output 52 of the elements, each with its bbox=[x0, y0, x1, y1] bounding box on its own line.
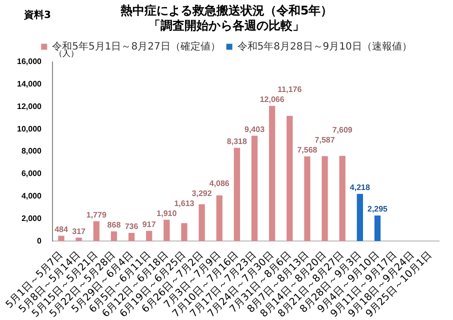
legend-label: 令和5年5月1日～8月27日（確定値） bbox=[52, 40, 220, 52]
y-tick-label: 10,000 bbox=[17, 124, 42, 134]
text: 資料3 bbox=[24, 8, 51, 22]
y-tick-label: 12,000 bbox=[17, 102, 42, 111]
y-tick-label: 16,000 bbox=[17, 57, 42, 66]
bar bbox=[374, 215, 381, 242]
y-tick-label: 4,000 bbox=[21, 192, 42, 201]
bar bbox=[251, 136, 258, 242]
y-tick-label: 8,000 bbox=[21, 146, 42, 156]
data-label: 484 bbox=[54, 224, 68, 234]
bar bbox=[58, 236, 64, 242]
data-label: 868 bbox=[107, 220, 122, 230]
y-tick-label: 14,000 bbox=[17, 79, 42, 88]
bar bbox=[76, 238, 82, 242]
bar bbox=[304, 156, 310, 242]
data-label: 917 bbox=[142, 220, 156, 230]
bar bbox=[198, 204, 205, 242]
chart-title: 熱中症による救急搬送状況（令和5年） bbox=[119, 3, 333, 18]
data-label: 4,086 bbox=[209, 178, 230, 188]
bar bbox=[181, 223, 188, 242]
bar bbox=[110, 231, 118, 242]
data-label: 11,176 bbox=[278, 85, 302, 94]
bar bbox=[269, 106, 276, 242]
bar bbox=[356, 194, 364, 242]
data-label: 12,066 bbox=[260, 95, 285, 104]
y-tick-label: 2,000 bbox=[21, 214, 42, 223]
data-label: 1,613 bbox=[174, 198, 195, 208]
data-label: 3,292 bbox=[192, 188, 212, 198]
data-label: 7,609 bbox=[332, 126, 353, 135]
bar bbox=[339, 156, 346, 242]
data-label: 317 bbox=[72, 226, 86, 236]
bar bbox=[93, 221, 100, 242]
data-label: 1,779 bbox=[86, 210, 107, 220]
bar bbox=[234, 148, 240, 242]
bar bbox=[146, 230, 152, 242]
chart-subtitle: 「調査開始から各週の比較」 bbox=[148, 18, 304, 33]
bar bbox=[286, 116, 293, 242]
data-label: 736 bbox=[124, 222, 139, 232]
data-label: 7,587 bbox=[314, 136, 336, 145]
bar bbox=[216, 195, 222, 242]
bar bbox=[164, 220, 170, 242]
data-label: 4,218 bbox=[350, 183, 370, 192]
data-label: 9,403 bbox=[244, 124, 266, 134]
data-label: 8,318 bbox=[226, 137, 248, 146]
data-label: 2,295 bbox=[367, 204, 388, 214]
y-tick-label: 0 bbox=[37, 236, 42, 246]
legend-label: 令和5年8月28日～9月10日（速報値） bbox=[237, 40, 412, 52]
data-label: 1,910 bbox=[156, 208, 178, 218]
bar bbox=[128, 232, 135, 242]
bar bbox=[322, 156, 328, 242]
y-tick-label: 6,000 bbox=[21, 169, 42, 178]
data-label: 7,568 bbox=[297, 146, 318, 155]
